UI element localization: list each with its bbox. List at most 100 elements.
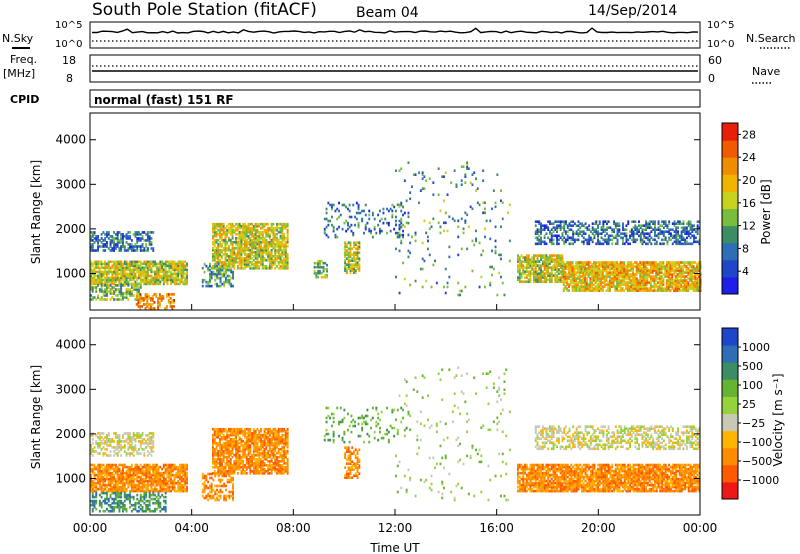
velocity-cell	[120, 448, 123, 451]
power-cell	[148, 268, 151, 272]
power-cell	[437, 167, 440, 171]
freq-label: Freq.	[10, 53, 37, 66]
velocity-cell	[97, 473, 99, 477]
velocity-cell	[138, 485, 140, 489]
velocity-cell	[152, 440, 155, 443]
power-cell	[150, 260, 153, 264]
power-cell	[591, 283, 594, 286]
power-cell	[642, 287, 645, 290]
power-cell	[559, 228, 562, 232]
power-cell	[598, 220, 601, 224]
power-cell	[632, 287, 634, 290]
power-cell	[625, 269, 627, 272]
power-cell	[161, 274, 164, 278]
power-cell	[364, 203, 367, 207]
power-cell	[674, 277, 677, 280]
power-cell	[166, 293, 168, 296]
velocity-cell	[138, 467, 140, 471]
velocity-cell	[150, 465, 153, 469]
power-cell	[476, 187, 479, 191]
power-cell	[118, 239, 121, 242]
power-cell	[213, 224, 216, 228]
power-cell	[102, 274, 105, 278]
velocity-cell	[127, 483, 130, 487]
power-cell	[662, 265, 665, 268]
power-cell	[171, 276, 174, 280]
power-cell	[317, 263, 320, 267]
power-cell	[258, 240, 261, 244]
power-cell	[529, 280, 532, 284]
power-cell	[251, 240, 253, 244]
power-cell	[395, 209, 397, 213]
velocity-cell	[141, 489, 144, 493]
power-cell	[338, 209, 340, 213]
velocity-cell	[139, 436, 142, 439]
power-cell	[146, 235, 149, 238]
power-cell	[256, 267, 259, 270]
power-cell	[265, 234, 268, 238]
power-cell	[349, 253, 352, 257]
power-cell	[277, 261, 280, 264]
power-cell	[605, 269, 608, 272]
power-cell	[614, 226, 617, 230]
power-cell	[547, 266, 550, 269]
power-cell	[138, 237, 140, 240]
power-cell	[141, 266, 144, 270]
power-cell	[405, 221, 408, 225]
power-cell	[279, 222, 282, 226]
power-cell	[484, 285, 486, 289]
power-cell	[242, 226, 245, 230]
power-cell	[214, 274, 217, 278]
power-cell	[584, 269, 586, 272]
power-cell	[135, 295, 138, 298]
power-cell	[609, 263, 611, 266]
power-cell	[175, 262, 178, 266]
power-cell	[665, 275, 668, 278]
power-cell	[356, 247, 359, 251]
power-cell	[662, 222, 665, 226]
power-cell	[557, 226, 560, 230]
power-cell	[146, 262, 149, 266]
power-cell	[139, 233, 142, 236]
power-cell	[219, 244, 221, 248]
power-cell	[270, 248, 273, 252]
power-cell	[100, 278, 103, 282]
power-cell	[154, 282, 156, 286]
power-cell	[130, 245, 133, 248]
power-cell	[550, 272, 553, 275]
power-cell	[222, 261, 225, 264]
power-cell	[159, 276, 162, 280]
power-cell	[254, 246, 257, 250]
power-cell	[322, 261, 325, 265]
velocity-cell	[150, 432, 153, 435]
power-cell	[233, 257, 236, 260]
power-cell	[161, 266, 164, 270]
power-cell	[600, 275, 602, 278]
power-cell	[641, 273, 643, 276]
power-cell	[443, 175, 445, 179]
power-cell	[150, 307, 152, 310]
power-cell	[341, 203, 344, 207]
power-cell	[668, 222, 671, 226]
power-cell	[231, 253, 234, 256]
power-cell	[653, 265, 656, 268]
power-cell	[122, 298, 124, 301]
power-cell	[114, 247, 117, 250]
power-cell	[279, 267, 282, 270]
power-cell	[270, 240, 273, 244]
power-cell	[616, 287, 618, 290]
power-cell	[125, 262, 128, 266]
power-cell	[518, 274, 521, 277]
power-cell	[554, 262, 557, 265]
power-cell	[527, 262, 530, 265]
velocity-cell	[114, 467, 117, 471]
power-cell	[691, 242, 694, 246]
velocity-cell	[122, 467, 124, 471]
velocity-cell	[148, 440, 151, 443]
power-cell	[219, 270, 222, 274]
power-cell	[699, 283, 702, 286]
power-cell	[586, 240, 589, 244]
power-cell	[444, 221, 447, 225]
velocity-cell	[98, 434, 101, 437]
power-cell	[561, 256, 564, 259]
